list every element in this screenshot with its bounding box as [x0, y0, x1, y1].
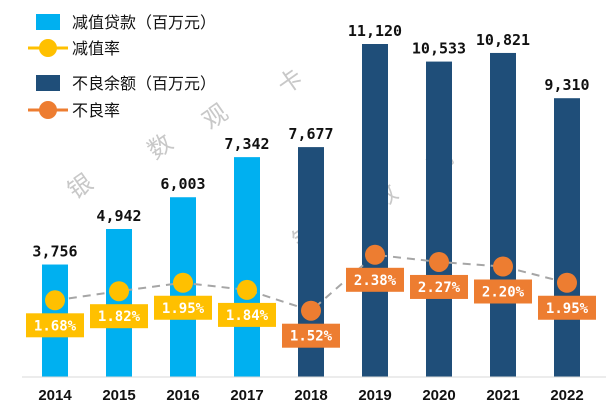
legend-swatch — [36, 75, 60, 91]
x-tick-2014: 2014 — [38, 387, 72, 404]
rate-point-2022 — [557, 272, 577, 293]
rate-value-label-2018: 1.52% — [290, 329, 333, 345]
x-axis-ticks: 2014 2015 2016 2017 2018 2019 2020 2021 2022 — [38, 387, 583, 404]
rate-point-2014 — [45, 290, 65, 311]
rate-point-2016 — [173, 272, 193, 293]
rate-value-label-2021: 2.20% — [482, 285, 525, 301]
bar-2020 — [426, 61, 452, 377]
watermark-glyph: 银 — [62, 168, 98, 205]
bar-value-label-2015: 4,942 — [96, 207, 141, 225]
legend-marker — [39, 101, 57, 119]
x-tick-2021: 2021 — [486, 387, 519, 404]
x-tick-2022: 2022 — [550, 387, 583, 404]
legend-label: 减值贷款（百万元） — [72, 13, 216, 32]
bar-2019 — [362, 44, 388, 377]
x-tick-2015: 2015 — [102, 387, 135, 404]
legend-label: 减值率 — [72, 39, 120, 58]
rate-value-label-2019: 2.38% — [354, 273, 397, 289]
rate-value-label-2014: 1.68% — [34, 318, 77, 334]
rate-point-2021 — [493, 256, 513, 277]
rate-value-label-2016: 1.95% — [162, 301, 205, 317]
legend-swatch — [36, 14, 60, 30]
legend-label: 不良余额（百万元） — [72, 74, 216, 93]
bar-2021 — [490, 52, 516, 378]
bar-value-label-2021: 10,821 — [476, 31, 530, 49]
watermark-glyph: 卡 — [272, 63, 308, 100]
bar-value-label-2019: 11,120 — [348, 22, 402, 40]
rate-label-box-2020 — [410, 274, 468, 299]
legend-marker — [39, 39, 57, 57]
rate-value-label-2022: 1.95% — [546, 301, 589, 317]
legend-item-2: 减值率 — [28, 39, 120, 58]
rate-connector-line — [54, 253, 568, 312]
rate-value-label-2017: 1.84% — [226, 308, 269, 324]
rate-label-box-2021 — [474, 279, 532, 304]
rate-label-box-2014 — [26, 313, 84, 338]
rate-label-box-2016 — [154, 295, 212, 320]
legend-item-3: 不良余额（百万元） — [36, 74, 216, 93]
rate-label-box-2015 — [90, 304, 148, 329]
legend-label: 不良率 — [72, 101, 120, 120]
rate-value-label-2020: 2.27% — [418, 280, 461, 296]
data-labels: 3,756 4,942 6,003 7,342 7,677 11,120 10,533 10,… — [26, 22, 596, 348]
bar-value-label-2018: 7,677 — [288, 125, 333, 143]
rate-point-2019 — [365, 244, 385, 265]
rate-label-box-2019 — [346, 267, 404, 292]
bar-value-label-2020: 10,533 — [412, 40, 466, 58]
x-tick-2019: 2019 — [358, 387, 391, 404]
rate-label-box-2017 — [218, 302, 276, 327]
rate-line — [45, 244, 577, 321]
bar-value-label-2016: 6,003 — [160, 175, 205, 193]
bar-2015 — [106, 229, 132, 377]
rate-value-label-2015: 1.82% — [98, 309, 141, 325]
rate-point-2018 — [301, 300, 321, 321]
rate-point-2015 — [109, 281, 129, 302]
legend-item-4: 不良率 — [28, 101, 120, 120]
bar-2017 — [234, 157, 260, 377]
rate-point-2020 — [429, 251, 449, 272]
bar-2022 — [554, 98, 580, 378]
watermark-glyph: 观 — [197, 98, 233, 135]
rate-label-box-2018 — [282, 323, 340, 348]
legend-item-1: 减值贷款（百万元） — [36, 13, 216, 32]
x-tick-2020: 2020 — [422, 387, 455, 404]
x-tick-2017: 2017 — [230, 387, 263, 404]
watermark-glyph: 数 — [142, 128, 178, 165]
rate-point-2017 — [237, 279, 257, 300]
bar-value-label-2017: 7,342 — [224, 135, 269, 153]
x-tick-2016: 2016 — [166, 387, 199, 404]
rate-label-box-2022 — [538, 295, 596, 320]
bar-value-label-2022: 9,310 — [544, 76, 589, 94]
bar-value-label-2014: 3,756 — [32, 243, 77, 261]
x-tick-2018: 2018 — [294, 387, 327, 404]
